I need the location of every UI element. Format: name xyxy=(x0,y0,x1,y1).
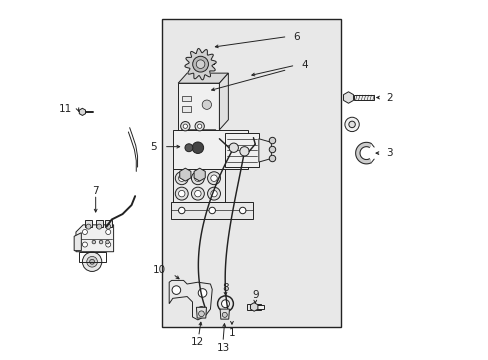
Circle shape xyxy=(269,146,275,153)
Polygon shape xyxy=(355,142,370,164)
Polygon shape xyxy=(178,73,228,83)
Circle shape xyxy=(198,289,206,297)
Circle shape xyxy=(178,207,184,214)
Circle shape xyxy=(195,170,204,179)
Circle shape xyxy=(175,172,188,185)
Circle shape xyxy=(196,60,204,68)
Circle shape xyxy=(184,144,192,152)
Circle shape xyxy=(180,122,190,131)
Circle shape xyxy=(210,175,217,181)
Circle shape xyxy=(202,100,211,109)
Circle shape xyxy=(197,172,202,177)
Bar xyxy=(96,220,102,226)
Bar xyxy=(201,136,210,139)
Circle shape xyxy=(217,296,233,312)
Polygon shape xyxy=(258,139,271,162)
Text: 4: 4 xyxy=(301,60,308,70)
Circle shape xyxy=(348,121,355,128)
Circle shape xyxy=(192,56,208,72)
Text: 6: 6 xyxy=(293,32,300,41)
Circle shape xyxy=(178,175,184,181)
Circle shape xyxy=(86,224,91,229)
Circle shape xyxy=(194,175,201,181)
Circle shape xyxy=(344,117,359,132)
Text: 7: 7 xyxy=(92,186,99,196)
Text: 10: 10 xyxy=(152,265,165,275)
Circle shape xyxy=(97,224,102,229)
Circle shape xyxy=(222,312,227,318)
Circle shape xyxy=(221,300,229,308)
Circle shape xyxy=(208,207,215,214)
Polygon shape xyxy=(196,307,206,318)
Circle shape xyxy=(99,240,102,244)
Circle shape xyxy=(183,172,187,177)
Circle shape xyxy=(194,134,201,140)
Bar xyxy=(201,139,210,142)
Circle shape xyxy=(172,286,180,294)
Circle shape xyxy=(105,240,109,244)
Text: 1: 1 xyxy=(228,328,235,338)
Polygon shape xyxy=(169,280,212,320)
Polygon shape xyxy=(184,49,216,80)
Circle shape xyxy=(86,256,97,267)
Polygon shape xyxy=(76,225,113,252)
Polygon shape xyxy=(220,309,229,319)
Bar xyxy=(257,305,263,309)
Text: 12: 12 xyxy=(191,337,204,347)
Circle shape xyxy=(82,229,87,234)
FancyBboxPatch shape xyxy=(162,19,341,327)
Circle shape xyxy=(228,143,238,152)
Bar xyxy=(85,220,92,226)
Text: 9: 9 xyxy=(251,291,258,301)
Polygon shape xyxy=(224,134,258,167)
Circle shape xyxy=(269,137,275,144)
Bar xyxy=(353,95,373,100)
Circle shape xyxy=(210,190,217,197)
Circle shape xyxy=(175,187,188,200)
Circle shape xyxy=(183,124,187,129)
Polygon shape xyxy=(178,83,219,130)
Circle shape xyxy=(207,187,220,200)
Text: 11: 11 xyxy=(59,104,72,114)
Polygon shape xyxy=(182,130,215,137)
Text: 3: 3 xyxy=(386,148,392,158)
Text: 13: 13 xyxy=(216,343,229,353)
Bar xyxy=(104,220,112,226)
Bar xyxy=(182,96,190,101)
Text: 8: 8 xyxy=(222,283,228,293)
Circle shape xyxy=(92,240,96,244)
Circle shape xyxy=(105,229,110,234)
Circle shape xyxy=(105,224,110,229)
Circle shape xyxy=(194,190,201,197)
Circle shape xyxy=(180,170,190,179)
Circle shape xyxy=(239,207,245,214)
Circle shape xyxy=(197,124,202,129)
Circle shape xyxy=(269,155,275,162)
Circle shape xyxy=(178,190,184,197)
Text: 5: 5 xyxy=(150,141,156,152)
Circle shape xyxy=(191,187,204,200)
Bar xyxy=(246,304,261,310)
Circle shape xyxy=(89,259,94,264)
Circle shape xyxy=(198,311,204,317)
Circle shape xyxy=(82,242,87,247)
Circle shape xyxy=(191,172,204,185)
Polygon shape xyxy=(172,130,247,169)
Polygon shape xyxy=(171,202,253,220)
Circle shape xyxy=(195,122,204,131)
Bar xyxy=(79,252,105,262)
Polygon shape xyxy=(219,73,228,130)
Polygon shape xyxy=(74,233,81,251)
Circle shape xyxy=(197,307,205,315)
Circle shape xyxy=(192,142,203,153)
Circle shape xyxy=(239,147,249,156)
Text: 2: 2 xyxy=(386,93,392,103)
Circle shape xyxy=(105,242,110,247)
Bar xyxy=(182,107,190,112)
Circle shape xyxy=(82,252,102,271)
Circle shape xyxy=(207,172,220,185)
Polygon shape xyxy=(172,169,224,202)
